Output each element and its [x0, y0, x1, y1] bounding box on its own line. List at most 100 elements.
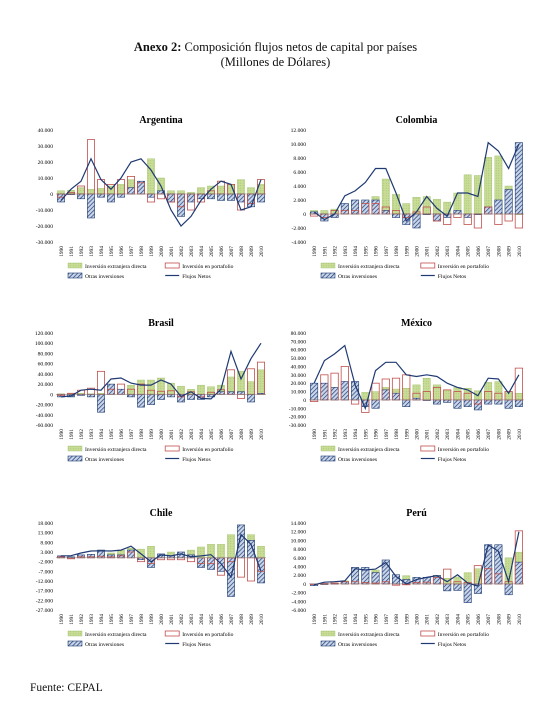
bar-portafolio [514, 213, 523, 229]
bar-portafolio [97, 370, 106, 395]
y-tick-label: 2.000 [293, 573, 306, 579]
x-tick-label: 2007 [486, 429, 492, 440]
y-tick-label: 10.000 [291, 142, 307, 148]
chart-title-brasil: Brasil [148, 318, 174, 329]
bar-ied [320, 210, 329, 215]
x-tick-label: 1997 [384, 614, 390, 625]
y-tick-label: -10.000 [36, 208, 53, 214]
legend-label-portafolio: Inversión en portafolio [182, 263, 233, 270]
bar-portafolio [246, 557, 255, 582]
x-tick-label: 1999 [149, 429, 155, 440]
bar-otras [247, 394, 255, 403]
y-tick-label: -60.000 [36, 423, 53, 429]
x-tick-label: 1993 [89, 246, 95, 257]
y-tick-label: -12.000 [36, 579, 53, 585]
bar-otras [504, 189, 513, 215]
y-tick-label: 4.000 [293, 565, 306, 571]
y-tick-label: 12.000 [291, 530, 307, 536]
y-tick-label: -30.000 [289, 423, 306, 429]
x-tick-label: 2007 [229, 246, 235, 257]
y-tick-label: 40.000 [291, 364, 307, 370]
bar-portafolio [473, 213, 483, 229]
legend-label-flujos: Flujos Netos [438, 274, 466, 280]
bar-ied [97, 188, 105, 195]
y-tick-label: -20.000 [36, 224, 53, 230]
bar-otras [432, 213, 441, 222]
x-tick-label: 1991 [69, 246, 75, 257]
bar-ied [514, 393, 523, 401]
bar-otras [117, 193, 125, 198]
y-tick-label: 0 [303, 398, 306, 404]
x-tick-label: 1998 [394, 614, 400, 625]
bar-otras [494, 399, 503, 405]
legend-swatch-portafolio [420, 445, 436, 452]
bar-otras [494, 199, 503, 215]
x-tick-label: 2000 [415, 429, 421, 440]
bar-ied [127, 384, 135, 395]
x-tick-label: 1990 [312, 614, 318, 625]
x-tick-label: 1994 [353, 429, 359, 440]
x-tick-label: 2003 [445, 429, 451, 440]
legend-swatch-portafolio [164, 630, 180, 637]
x-tick-label: 2009 [507, 429, 513, 440]
x-tick-label: 1994 [99, 246, 105, 257]
bar-otras [473, 399, 482, 411]
legend-label-ied: Inversión extranjera directa [338, 447, 400, 453]
x-tick-label: 2001 [169, 614, 175, 625]
legend-label-otras: Otras inversiones [85, 274, 124, 280]
bar-portafolio [186, 557, 195, 563]
legend-label-flujos: Flujos Netos [182, 274, 210, 280]
x-tick-label: 2000 [159, 246, 165, 257]
bar-ied [207, 544, 215, 558]
y-tick-label: 3.000 [40, 550, 53, 556]
bar-otras [117, 388, 125, 395]
y-tick-label: 4.000 [293, 184, 306, 190]
y-tick-label: 14.000 [291, 521, 307, 527]
x-tick-label: 2004 [455, 614, 461, 625]
line-flujos-netos [313, 344, 520, 411]
x-tick-label: 2008 [496, 429, 502, 440]
chart-title-argentina: Argentina [139, 115, 182, 126]
x-tick-label: 2001 [169, 246, 175, 257]
bar-portafolio [453, 213, 462, 218]
legend-label-otras: Otras inversiones [85, 642, 124, 648]
source-note: Fuente: CEPAL [30, 682, 103, 694]
bar-portafolio [494, 213, 503, 225]
x-tick-label: 2001 [425, 246, 431, 257]
x-tick-label: 2010 [517, 429, 523, 440]
y-tick-label: 10.000 [291, 390, 307, 396]
y-tick-label: 30.000 [38, 144, 54, 150]
chart-mexico: México 80.000 70.000 60.000 50.000 40.000 30.0… [289, 318, 524, 463]
x-tick-label: 1995 [109, 429, 115, 440]
x-tick-label: 1996 [374, 246, 380, 257]
bar-otras [97, 394, 105, 413]
bar-otras [227, 193, 235, 201]
x-tick-label: 1992 [333, 246, 339, 257]
bar-ied [57, 190, 65, 195]
y-tick-label: 8.000 [40, 540, 53, 546]
x-tick-label: 2002 [435, 429, 441, 440]
legend-swatch-ied [67, 445, 83, 452]
y-tick-label: -20.000 [36, 403, 53, 409]
y-tick-label: -2.000 [292, 591, 307, 597]
bar-ied [77, 187, 85, 195]
x-tick-label: 2000 [415, 614, 421, 625]
x-tick-label: 1990 [312, 246, 318, 257]
legend-swatch-ied [67, 262, 83, 269]
legend-swatch-portafolio [420, 630, 436, 637]
x-tick-label: 1990 [59, 614, 65, 625]
bar-otras [157, 394, 165, 400]
chart-colombia: Colombia 12.000 10.000 8.000 6.000 4.000 2.000… [291, 115, 524, 280]
bar-ied [433, 199, 441, 215]
y-tick-label: 30.000 [291, 373, 307, 379]
y-tick-label: 60.000 [38, 362, 54, 368]
legend-label-portafolio: Inversión en portafolio [438, 631, 489, 638]
y-tick-label: 0 [50, 192, 53, 198]
x-tick-label: 1991 [322, 429, 328, 440]
bar-otras [137, 394, 145, 408]
bar-otras [514, 399, 523, 407]
bar-ied [412, 384, 421, 401]
x-tick-label: 2004 [199, 429, 205, 440]
x-tick-label: 1991 [69, 614, 75, 625]
x-tick-label: 2006 [219, 614, 225, 625]
